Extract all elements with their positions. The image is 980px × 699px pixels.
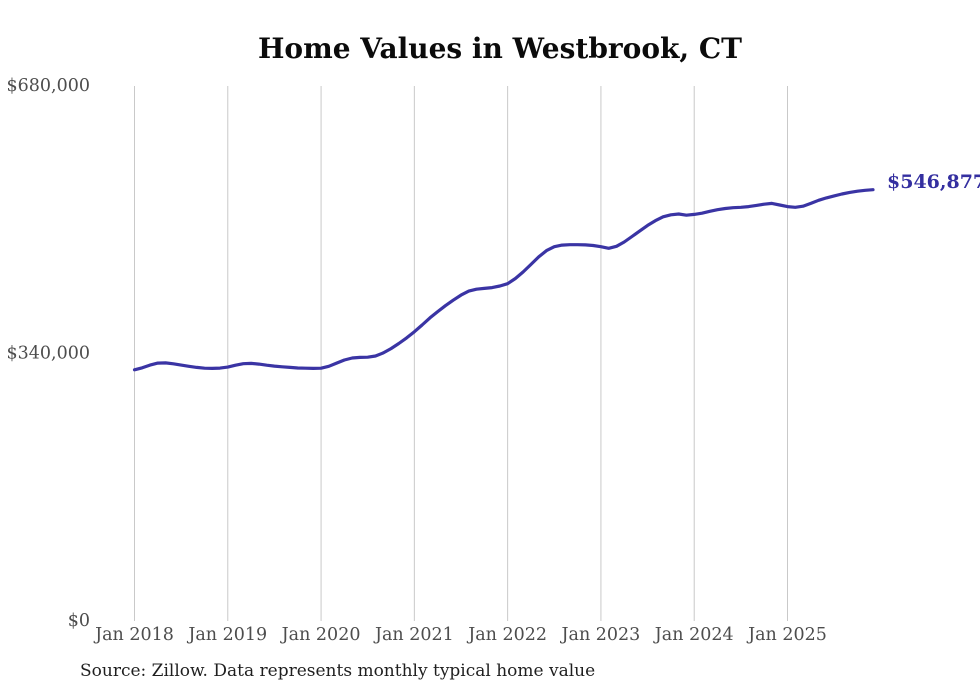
x-tick-label: Jan 2022 bbox=[466, 625, 547, 645]
x-tick-label: Jan 2025 bbox=[746, 625, 827, 645]
source-note: Source: Zillow. Data represents monthly … bbox=[80, 661, 596, 681]
x-tick-label: Jan 2021 bbox=[373, 625, 454, 645]
x-tick-label: Jan 2024 bbox=[653, 625, 734, 645]
chart-title: Home Values in Westbrook, CT bbox=[257, 32, 743, 65]
x-tick-label: Jan 2018 bbox=[93, 625, 174, 645]
home-value-line bbox=[132, 188, 875, 372]
y-tick-label: $340,000 bbox=[6, 344, 90, 364]
latest-value-label: $546,877 bbox=[887, 171, 980, 193]
y-tick-label: $0 bbox=[68, 611, 90, 631]
x-tick-label: Jan 2023 bbox=[560, 625, 641, 645]
y-tick-label: $680,000 bbox=[6, 76, 90, 96]
x-tick-label: Jan 2020 bbox=[280, 625, 361, 645]
x-tick-label: Jan 2019 bbox=[186, 625, 267, 645]
